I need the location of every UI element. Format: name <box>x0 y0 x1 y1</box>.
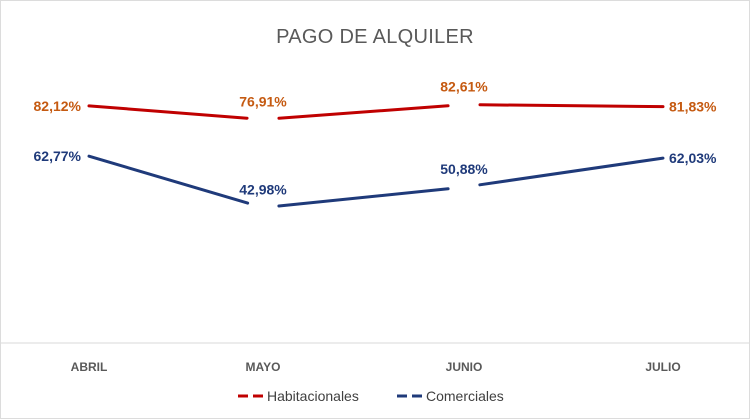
legend-item-habitacionales[interactable]: Habitacionales <box>238 388 359 404</box>
x-tick-junio: JUNIO <box>446 360 483 374</box>
data-label-habitacionales-abril: 82,12% <box>34 98 82 114</box>
series-habitacionales-segment-2 <box>277 104 450 120</box>
data-label-layer: 82,12% 76,91% 82,61% 81,83% 62,77% 42,98% 50,8… <box>34 79 718 198</box>
series-comerciales-segment-3 <box>478 156 665 187</box>
data-label-comerciales-abril: 62,77% <box>34 148 82 164</box>
data-label-comerciales-junio: 50,88% <box>440 161 488 177</box>
data-label-comerciales-julio: 62,03% <box>669 150 717 166</box>
data-label-comerciales-mayo: 42,98% <box>239 182 287 198</box>
data-label-habitacionales-junio: 82,61% <box>440 79 488 95</box>
legend-label-comerciales: Comerciales <box>426 388 504 404</box>
series-layer <box>87 103 665 208</box>
x-tick-julio: JULIO <box>645 360 680 374</box>
chart-title: PAGO DE ALQUILER <box>276 26 474 48</box>
x-tick-abril: ABRIL <box>71 360 108 374</box>
legend-item-comerciales[interactable]: Comerciales <box>397 388 504 404</box>
data-label-habitacionales-mayo: 76,91% <box>239 93 287 109</box>
legend-label-habitacionales: Habitacionales <box>267 388 359 404</box>
data-label-habitacionales-julio: 81,83% <box>669 99 717 115</box>
series-comerciales-segment-2 <box>277 187 450 208</box>
x-tick-layer: ABRIL MAYO JUNIO JULIO <box>71 360 681 374</box>
series-comerciales-segment-1 <box>87 154 250 205</box>
legend[interactable]: Habitacionales Comerciales <box>238 388 504 404</box>
series-habitacionales-segment-3 <box>478 103 665 109</box>
x-tick-mayo: MAYO <box>246 360 281 374</box>
series-habitacionales-segment-1 <box>87 104 249 120</box>
